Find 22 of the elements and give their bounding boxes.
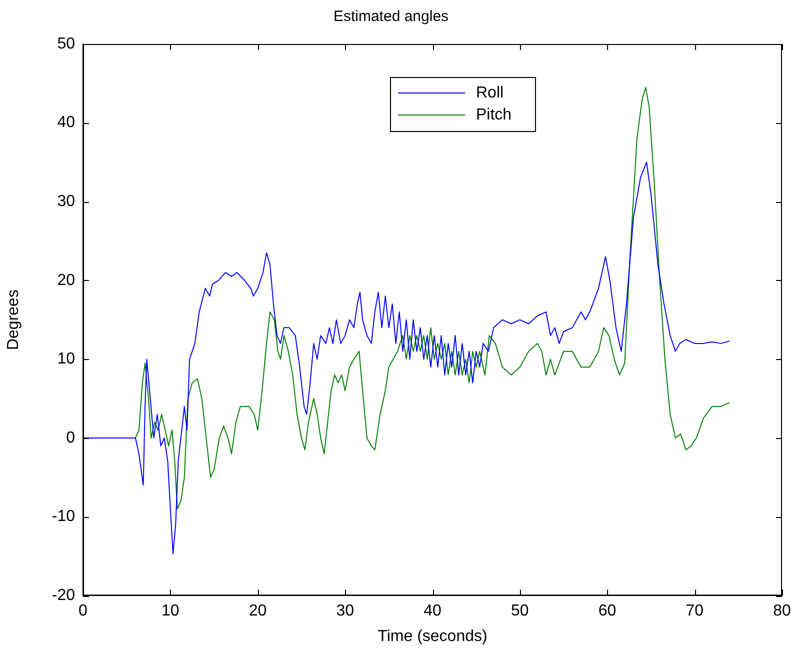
- x-tick-label: 40: [424, 602, 442, 620]
- legend-label: Roll: [476, 84, 504, 102]
- x-axis-title: Time (seconds): [378, 628, 488, 645]
- y-tick-label: 30: [57, 193, 76, 210]
- x-tick-label: 30: [336, 602, 354, 620]
- y-tick-label: -10: [52, 508, 76, 526]
- legend-label: Pitch: [476, 106, 512, 124]
- x-tick-label: 10: [161, 602, 180, 620]
- y-tick-label: 10: [57, 350, 76, 368]
- chart-title: Estimated angles: [333, 8, 449, 26]
- y-tick-label: -20: [52, 587, 76, 604]
- x-tick-label: 20: [248, 602, 267, 620]
- x-tick-label: 60: [598, 602, 616, 620]
- x-tick-label: 0: [78, 602, 88, 620]
- y-tick-label: 0: [66, 429, 76, 446]
- x-tick-label: 70: [686, 602, 704, 620]
- x-tick-label: 80: [773, 602, 791, 620]
- y-tick-label: 40: [57, 114, 76, 132]
- x-tick-label: 50: [510, 602, 529, 620]
- y-axis-title: Degrees: [5, 290, 22, 350]
- y-tick-label: 50: [57, 35, 76, 52]
- y-tick-label: 20: [57, 272, 76, 289]
